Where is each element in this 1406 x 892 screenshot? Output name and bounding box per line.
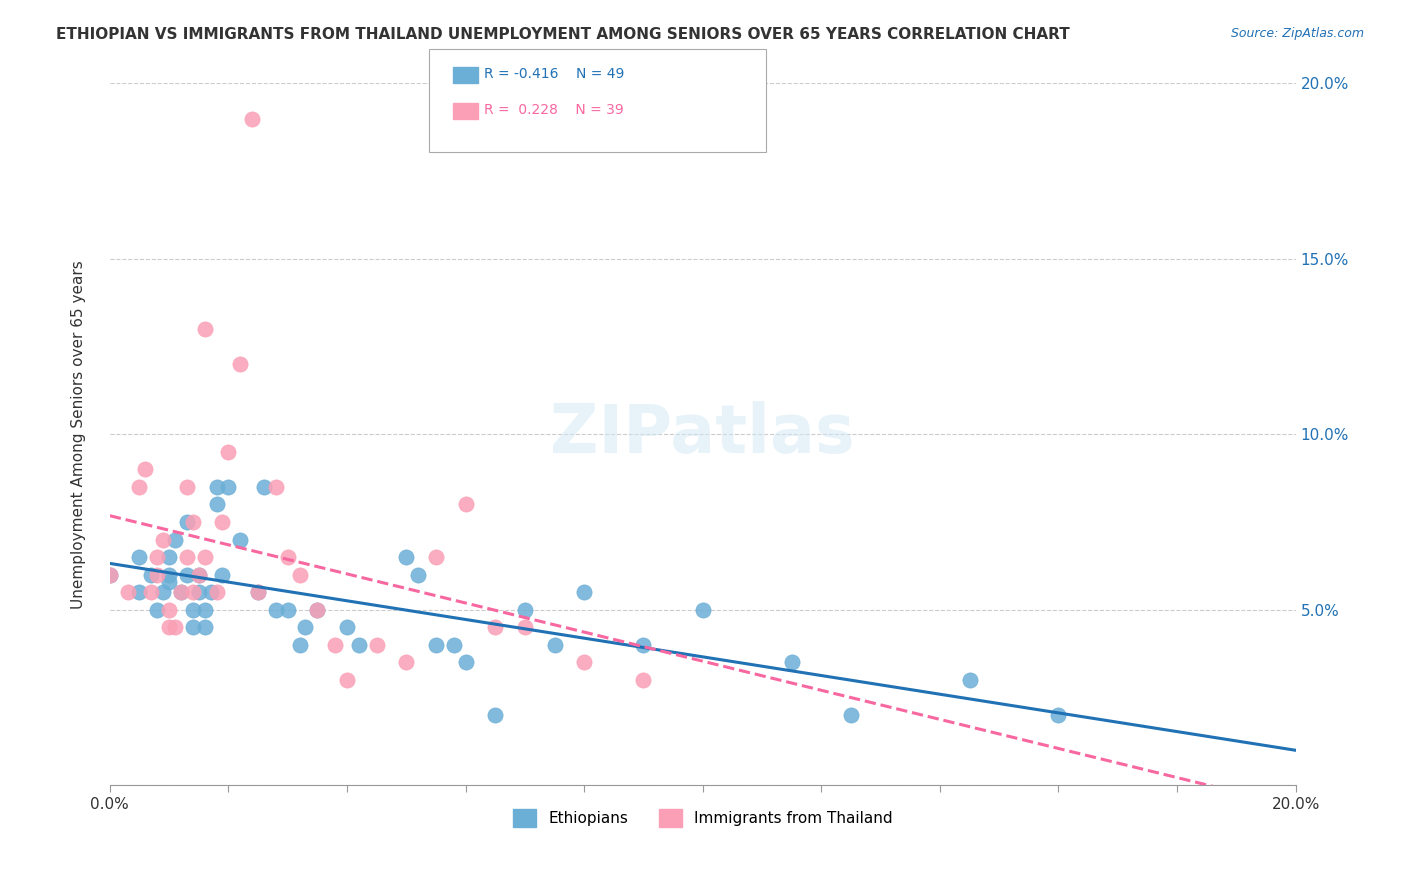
Point xyxy=(165,533,187,547)
Point xyxy=(692,602,714,616)
Point xyxy=(513,620,536,634)
Y-axis label: Unemployment Among Seniors over 65 years: Unemployment Among Seniors over 65 years xyxy=(72,260,86,608)
Point xyxy=(205,498,228,512)
Point xyxy=(170,585,193,599)
Point xyxy=(839,707,862,722)
Point xyxy=(1047,707,1070,722)
Point xyxy=(633,638,655,652)
Point xyxy=(187,567,209,582)
Point xyxy=(347,638,370,652)
Point xyxy=(307,602,329,616)
Point xyxy=(128,585,150,599)
Point xyxy=(323,638,346,652)
Point xyxy=(157,574,180,589)
Point xyxy=(406,567,429,582)
Point xyxy=(288,567,311,582)
Point xyxy=(307,602,329,616)
Text: R =  0.228    N = 39: R = 0.228 N = 39 xyxy=(484,103,623,117)
Point xyxy=(176,480,198,494)
Point xyxy=(288,638,311,652)
Point xyxy=(454,655,477,669)
Point xyxy=(264,602,287,616)
Point xyxy=(572,655,595,669)
Point xyxy=(194,322,217,336)
Point xyxy=(170,585,193,599)
Point xyxy=(157,620,180,634)
Point xyxy=(633,673,655,687)
Point xyxy=(277,602,299,616)
Point xyxy=(425,638,447,652)
Point xyxy=(780,655,803,669)
Point xyxy=(146,567,169,582)
Point xyxy=(484,707,506,722)
Point xyxy=(181,585,204,599)
Point xyxy=(134,462,156,476)
Point xyxy=(454,498,477,512)
Point xyxy=(200,585,222,599)
Point xyxy=(366,638,388,652)
Point xyxy=(247,585,270,599)
Point xyxy=(187,585,209,599)
Point xyxy=(181,602,204,616)
Point xyxy=(572,585,595,599)
Point xyxy=(176,515,198,529)
Point xyxy=(959,673,981,687)
Point xyxy=(543,638,565,652)
Point xyxy=(141,585,163,599)
Point xyxy=(194,550,217,565)
Point xyxy=(443,638,465,652)
Point xyxy=(395,550,418,565)
Text: ETHIOPIAN VS IMMIGRANTS FROM THAILAND UNEMPLOYMENT AMONG SENIORS OVER 65 YEARS C: ETHIOPIAN VS IMMIGRANTS FROM THAILAND UN… xyxy=(56,27,1070,42)
Point xyxy=(152,585,174,599)
Point xyxy=(165,620,187,634)
Point xyxy=(98,567,121,582)
Point xyxy=(395,655,418,669)
Text: R = -0.416    N = 49: R = -0.416 N = 49 xyxy=(484,67,624,81)
Point xyxy=(152,533,174,547)
Point xyxy=(229,533,252,547)
Point xyxy=(181,515,204,529)
Point xyxy=(176,550,198,565)
Point xyxy=(513,602,536,616)
Point xyxy=(117,585,139,599)
Point xyxy=(336,620,359,634)
Point xyxy=(484,620,506,634)
Point xyxy=(157,550,180,565)
Point xyxy=(247,585,270,599)
Point xyxy=(205,480,228,494)
Text: ZIPatlas: ZIPatlas xyxy=(550,401,855,467)
Point xyxy=(128,550,150,565)
Point xyxy=(181,620,204,634)
Point xyxy=(157,602,180,616)
Point xyxy=(211,567,233,582)
Point xyxy=(217,445,239,459)
Point xyxy=(264,480,287,494)
Point xyxy=(240,112,263,126)
Point xyxy=(194,620,217,634)
Point xyxy=(253,480,276,494)
Point xyxy=(194,602,217,616)
Point xyxy=(146,550,169,565)
Point xyxy=(205,585,228,599)
Point xyxy=(336,673,359,687)
Point xyxy=(128,480,150,494)
Point xyxy=(98,567,121,582)
Point xyxy=(425,550,447,565)
Text: Source: ZipAtlas.com: Source: ZipAtlas.com xyxy=(1230,27,1364,40)
Legend: Ethiopians, Immigrants from Thailand: Ethiopians, Immigrants from Thailand xyxy=(508,803,898,834)
Point xyxy=(176,567,198,582)
Point xyxy=(157,567,180,582)
Point xyxy=(277,550,299,565)
Point xyxy=(187,567,209,582)
Point xyxy=(294,620,316,634)
Point xyxy=(217,480,239,494)
Point xyxy=(229,357,252,371)
Point xyxy=(141,567,163,582)
Point xyxy=(211,515,233,529)
Point xyxy=(146,602,169,616)
